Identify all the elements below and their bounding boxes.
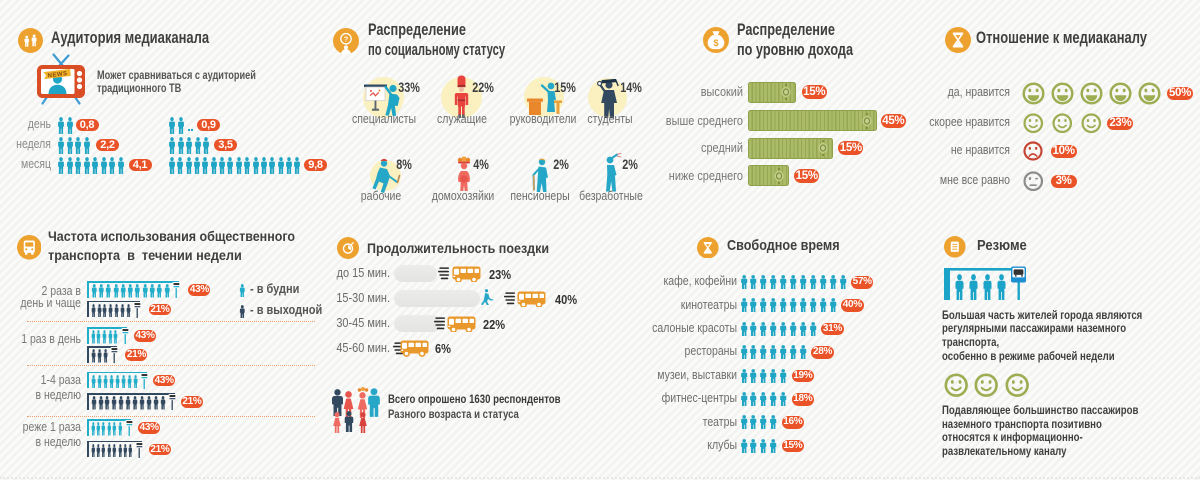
svg-text:?: ? <box>344 34 349 43</box>
svg-text:NEWS: NEWS <box>47 71 68 79</box>
svg-text:$: $ <box>713 38 718 48</box>
